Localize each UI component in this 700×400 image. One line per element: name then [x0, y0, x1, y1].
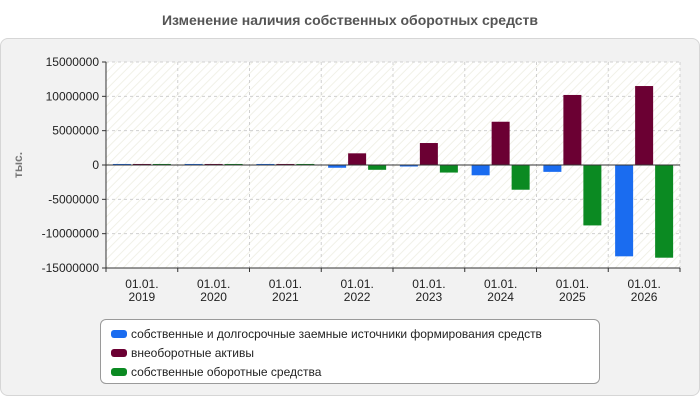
x-tick-label: 2020 — [200, 290, 227, 304]
y-tick-label: 5000000 — [52, 124, 99, 138]
x-tick-label: 01.01. — [125, 277, 158, 291]
bar — [635, 86, 654, 165]
x-tick-label: 01.01. — [556, 277, 589, 291]
y-tick-label: -10000000 — [42, 227, 100, 241]
chart-title: Изменение наличия собственных оборотных … — [161, 12, 539, 28]
bar — [511, 165, 530, 190]
legend-item-noncurrent-assets: внеоборотные активы — [111, 343, 599, 362]
legend-label: внеоборотные активы — [131, 345, 254, 360]
x-tick-label: 2021 — [272, 290, 299, 304]
bar — [328, 165, 347, 168]
bar — [419, 143, 438, 165]
y-tick-label: -15000000 — [42, 261, 100, 275]
bar — [615, 165, 634, 257]
bar — [368, 165, 387, 170]
y-tick-label: 10000000 — [46, 89, 100, 103]
bar — [439, 165, 458, 173]
legend-swatch — [111, 367, 127, 376]
bar — [348, 153, 367, 165]
bar — [491, 121, 510, 165]
bar — [655, 165, 674, 258]
x-tick-label: 01.01. — [197, 277, 230, 291]
x-tick-label: 01.01. — [269, 277, 302, 291]
x-tick-label: 01.01. — [484, 277, 517, 291]
x-tick-label: 2019 — [129, 290, 156, 304]
x-tick-label: 2024 — [487, 290, 514, 304]
bar — [563, 94, 582, 165]
x-tick-label: 2022 — [344, 290, 371, 304]
tick-labels: 15000000 10000000 5000000 0 -5000000 -1000000… — [11, 55, 661, 304]
legend-swatch — [111, 329, 127, 338]
x-tick-label: 01.01. — [340, 277, 373, 291]
legend-label: собственные и долгосрочные заемные источ… — [131, 326, 542, 341]
x-tick-label: 2025 — [559, 290, 586, 304]
y-tick-label: 15000000 — [46, 55, 100, 69]
y-tick-label: -5000000 — [48, 192, 99, 206]
x-tick-label: 01.01. — [627, 277, 660, 291]
legend-item-sources: собственные и долгосрочные заемные источ… — [111, 324, 599, 343]
y-tick-label: 0 — [92, 158, 99, 172]
legend-label: собственные оборотные средства — [131, 364, 322, 379]
bar — [471, 165, 490, 176]
bar — [399, 165, 418, 167]
axes — [102, 61, 681, 272]
bars — [112, 86, 674, 258]
bar — [543, 165, 562, 172]
y-axis-label: тыс. — [11, 152, 25, 178]
x-tick-label: 2026 — [631, 290, 658, 304]
x-tick-label: 2023 — [416, 290, 443, 304]
legend-item-working-capital: собственные оборотные средства — [111, 362, 599, 381]
legend: собственные и долгосрочные заемные источ… — [100, 319, 600, 384]
bar — [583, 165, 602, 226]
x-tick-label: 01.01. — [412, 277, 445, 291]
legend-swatch — [111, 348, 127, 357]
